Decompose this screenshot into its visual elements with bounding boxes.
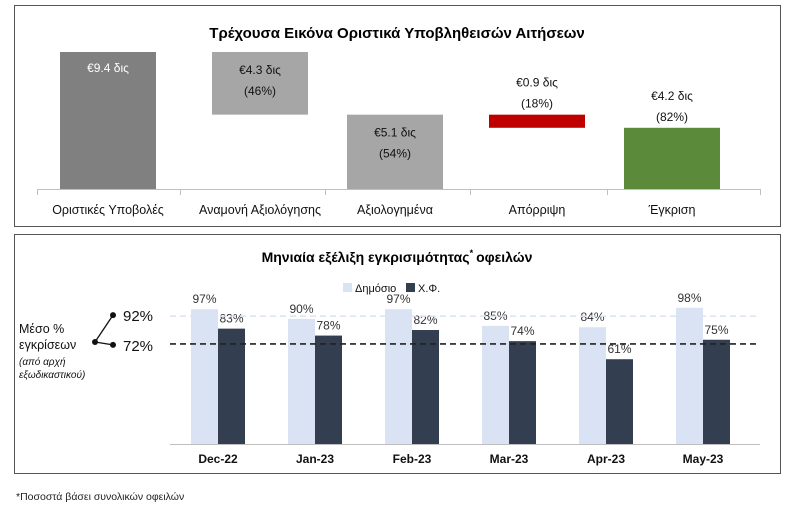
- bracket-node: [92, 339, 98, 345]
- side-note-line-0: (από αρχή: [19, 356, 66, 368]
- x-tick-label-0: Dec-22: [198, 452, 238, 466]
- approval-title-main: Μηνιαία εξέλιξη εγκρισιμότητας: [262, 249, 470, 265]
- bracket-line-lower: [94, 341, 114, 346]
- x-tick-label-2: Feb-23: [393, 452, 432, 466]
- bar-1-5: [703, 339, 730, 444]
- waterfall-value-label-0: €9.4 δις: [87, 61, 129, 75]
- waterfall-value-label-3: €0.9 δις: [516, 76, 558, 90]
- side-note-line-1: εξωδικαστικού): [19, 369, 85, 381]
- waterfall-pct-label-3: (18%): [521, 97, 553, 111]
- waterfall-pct-label-1: (46%): [244, 84, 276, 98]
- waterfall-category-label-0: Οριστικές Υποβολές: [52, 203, 164, 217]
- bracket-node-lower: [110, 341, 116, 348]
- waterfall-value-label-4: €4.2 δις: [651, 89, 693, 103]
- legend-label-0: Δημόσιο: [355, 283, 396, 295]
- data-label-1-5: 75%: [704, 323, 728, 337]
- data-label-1-3: 74%: [510, 324, 534, 338]
- bar-1-2: [412, 330, 439, 444]
- approval-title-suffix: οφειλών: [476, 249, 533, 265]
- waterfall-pct-label-2: (54%): [379, 147, 411, 161]
- waterfall-category-label-3: Απόρριψη: [509, 203, 566, 217]
- side-label-line-1: εγκρίσεων: [19, 338, 76, 352]
- legend-label-1: Χ.Φ.: [418, 283, 440, 295]
- bar-0-0: [191, 309, 218, 444]
- approval-panel: Μηνιαία εξέλιξη εγκρισιμότητας* οφειλών Δ…: [14, 234, 781, 474]
- waterfall-category-label-4: Έγκριση: [648, 203, 696, 217]
- approval-chart: Μηνιαία εξέλιξη εγκρισιμότητας* οφειλών Δ…: [19, 248, 760, 466]
- data-label-1-2: 82%: [413, 313, 437, 327]
- waterfall-bar-1: [212, 52, 308, 115]
- approval-title-sup: *: [470, 248, 474, 258]
- waterfall-panel: Τρέχουσα Εικόνα Οριστικά Υποβληθεισών Αι…: [14, 5, 781, 227]
- x-tick-label-5: May-23: [683, 452, 724, 466]
- waterfall-pct-label-4: (82%): [656, 110, 688, 124]
- waterfall-bar-3: [489, 114, 585, 128]
- waterfall-value-label-1: €4.3 δις: [239, 63, 281, 77]
- data-label-0-0: 97%: [192, 292, 216, 306]
- data-label-0-2: 97%: [386, 292, 410, 306]
- x-tick-label-3: Mar-23: [490, 452, 529, 466]
- bar-1-3: [509, 341, 536, 444]
- waterfall-title: Τρέχουσα Εικόνα Οριστικά Υποβληθεισών Αι…: [209, 25, 584, 42]
- bar-0-5: [676, 307, 703, 444]
- side-label-line-0: Μέσο %: [19, 322, 64, 336]
- footnote: *Ποσοστά βάσει συνολικών οφειλών: [16, 491, 185, 503]
- data-label-1-1: 78%: [316, 319, 340, 333]
- data-label-1-0: 83%: [219, 312, 243, 326]
- bar-0-1: [288, 318, 315, 444]
- reference-label-1: 72%: [123, 338, 153, 355]
- x-tick-label-4: Apr-23: [587, 452, 625, 466]
- waterfall-category-label-2: Αξιολογημένα: [357, 203, 433, 217]
- approval-title: Μηνιαία εξέλιξη εγκρισιμότητας* οφειλών: [262, 248, 533, 265]
- waterfall-bar-0: [60, 52, 156, 189]
- reference-label-0: 92%: [123, 308, 153, 325]
- data-label-0-1: 90%: [289, 302, 313, 316]
- legend-swatch-1: [406, 283, 415, 292]
- bar-0-4: [579, 327, 606, 444]
- data-label-0-4: 84%: [580, 310, 604, 324]
- waterfall-value-label-2: €5.1 δις: [374, 126, 416, 140]
- x-tick-label-1: Jan-23: [296, 452, 334, 466]
- bar-0-2: [385, 309, 412, 444]
- bar-1-0: [218, 328, 245, 444]
- bar-1-4: [606, 359, 633, 444]
- data-label-0-5: 98%: [677, 291, 701, 305]
- legend-swatch-0: [343, 283, 352, 292]
- bar-1-1: [315, 335, 342, 444]
- bar-0-3: [482, 325, 509, 444]
- waterfall-bar-4: [624, 127, 720, 189]
- bracket-node-upper: [110, 312, 116, 319]
- waterfall-category-label-1: Αναμονή Αξιολόγησης: [199, 203, 321, 217]
- data-label-1-4: 61%: [607, 342, 631, 356]
- waterfall-chart: Τρέχουσα Εικόνα Οριστικά Υποβληθεισών Αι…: [37, 25, 761, 217]
- waterfall-bar-2: [347, 114, 443, 189]
- bracket-line-upper: [94, 314, 114, 343]
